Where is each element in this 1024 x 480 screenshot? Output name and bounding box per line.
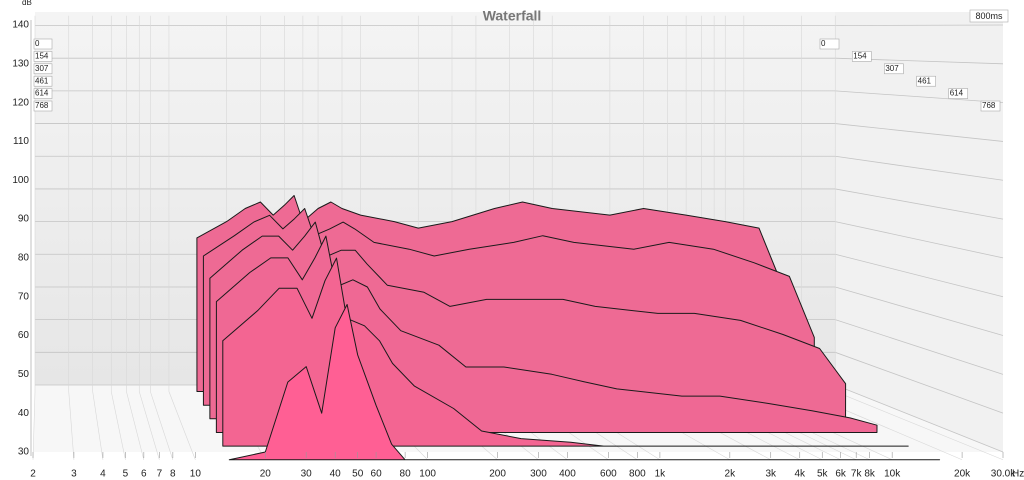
x-tick-label: 6k	[835, 469, 847, 480]
labels: 30 40 50 60 70 80 90 100 110 120 130 140 2 3 4 5 6 7 8 10 20…	[12, 20, 1016, 480]
x-tick-label: 600	[600, 469, 617, 480]
y-tick-label: 70	[18, 291, 30, 302]
chart-title: Waterfall	[483, 8, 542, 24]
time-tag	[980, 100, 1001, 112]
x-tick-label: 30	[301, 469, 313, 480]
x-tick-label: 10k	[884, 469, 901, 480]
grid-line	[138, 15, 160, 460]
y-tick-label: 80	[18, 253, 30, 264]
y-tick-label: 130	[12, 58, 29, 69]
y-tick-label: 60	[18, 330, 30, 341]
x-tick-label: 3	[71, 469, 77, 480]
y-unit: dB	[22, 0, 32, 7]
y-tick-label: 140	[12, 20, 29, 31]
x-tick-label: 8	[170, 469, 176, 480]
x-tick-label: 3k	[765, 469, 777, 480]
time-label: 461	[918, 76, 932, 85]
time-label: 461	[35, 76, 49, 85]
grid-line	[110, 15, 126, 460]
grid-line	[126, 15, 145, 460]
time-label: 614	[35, 89, 49, 98]
x-tick-label: 5	[123, 469, 129, 480]
x-tick-label: 10	[190, 469, 202, 480]
y-tick-label: 110	[13, 136, 29, 147]
x-tick-label: 60	[371, 469, 383, 480]
time-tag	[33, 63, 53, 75]
grid-line	[32, 15, 36, 460]
x-tick-label: 50	[352, 469, 364, 480]
x-tick-label: 800	[629, 469, 646, 480]
x-tick-label: 40	[330, 469, 342, 480]
x-tick-label: 300	[530, 469, 547, 480]
time-label: 0	[821, 39, 826, 48]
x-tick-label: 1k	[655, 469, 667, 480]
y-tick-label: 30	[18, 447, 30, 458]
slices	[196, 195, 941, 461]
time-tag	[948, 88, 969, 99]
time-tag	[33, 38, 53, 50]
grid-line	[150, 15, 174, 460]
x-tick-label: 200	[489, 469, 506, 480]
x-tick-label: 100	[419, 469, 436, 480]
grid-line	[168, 15, 196, 460]
y-tick-label: 90	[18, 214, 30, 225]
time-tag	[33, 88, 53, 99]
time-tag	[33, 100, 53, 112]
y-tick-label: 100	[12, 175, 29, 186]
x-tick-label: 20	[260, 469, 272, 480]
grid-line	[92, 15, 104, 460]
time-tag	[884, 63, 904, 75]
x-tick-label: 2	[30, 469, 36, 480]
y-tick-label: 120	[12, 97, 29, 108]
waterfall-slice	[222, 257, 909, 447]
grid-line	[68, 15, 75, 460]
time-span: 800ms	[975, 11, 1003, 21]
waterfall-slice	[228, 304, 941, 461]
time-tag	[33, 75, 53, 87]
time-label: 307	[35, 64, 49, 73]
time-tag	[819, 38, 840, 50]
x-tick-label: 4	[100, 469, 106, 480]
x-tick-label: 7	[157, 469, 163, 480]
x-unit: Hz	[1012, 469, 1024, 480]
x-tick-label: 5k	[817, 469, 829, 480]
time-label: 154	[35, 52, 49, 61]
time-span-box	[969, 9, 1009, 23]
x-tick-label: 400	[559, 469, 576, 480]
time-label: 768	[35, 101, 49, 110]
y-tick-label: 40	[18, 408, 30, 419]
x-tick-label: 8k	[864, 469, 876, 480]
time-label: 614	[950, 89, 964, 98]
y-tick-label: 50	[18, 369, 30, 380]
time-label: 0	[35, 39, 40, 48]
time-tag	[33, 51, 53, 62]
time-label: 307	[885, 64, 899, 73]
x-tick-label: 6	[141, 469, 147, 480]
time-label: 768	[982, 101, 996, 110]
right-wall	[835, 12, 1003, 452]
time-label: 154	[853, 52, 867, 61]
x-tick-label: 4k	[794, 469, 806, 480]
x-tick-label: 2k	[725, 469, 737, 480]
time-tag	[916, 75, 936, 87]
x-tick-label: 7k	[851, 469, 863, 480]
x-tick-label: 80	[400, 469, 412, 480]
time-tag	[851, 51, 872, 62]
x-tick-label: 20k	[954, 469, 971, 480]
x-tick-label: 30.0k	[991, 469, 1016, 480]
